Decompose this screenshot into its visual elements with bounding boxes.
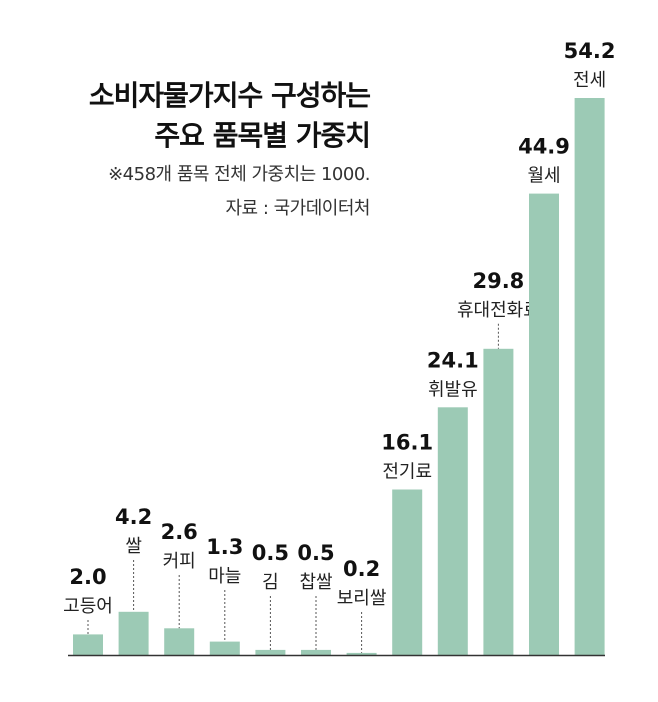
- bar-5: [255, 649, 286, 655]
- chart-title-line-2: 주요 품목별 가중치: [154, 119, 371, 152]
- category-label-6: 찹쌀: [299, 572, 332, 593]
- bar-1: [73, 634, 103, 655]
- value-label-11: 44.9: [518, 135, 570, 159]
- chart-notes: ※458개 품목 전체 가중치는 1000. 자료 : 국가데이터처: [60, 158, 370, 226]
- value-label-12: 54.2: [564, 39, 616, 63]
- bar-4: [209, 641, 240, 655]
- category-label-1: 고등어: [63, 596, 113, 617]
- bar-2: [118, 611, 149, 655]
- category-label-12: 전세: [573, 70, 606, 91]
- value-label-1: 2.0: [69, 565, 106, 589]
- value-label-3: 2.6: [161, 520, 198, 544]
- chart-title-line-1: 소비자물가지수 구성하는: [88, 79, 371, 112]
- category-label-7: 보리쌀: [337, 588, 387, 609]
- category-label-8: 전기료: [382, 462, 432, 483]
- value-label-2: 4.2: [115, 505, 152, 529]
- bar-11: [529, 193, 559, 655]
- value-label-6: 0.5: [297, 541, 334, 565]
- category-label-11: 월세: [527, 166, 560, 187]
- chart-note-total: ※458개 품목 전체 가중치는 1000.: [108, 164, 370, 185]
- bar-3: [164, 628, 195, 655]
- category-label-5: 김: [262, 572, 279, 593]
- value-label-7: 0.2: [343, 557, 380, 581]
- bar-10: [483, 348, 514, 655]
- category-label-2: 쌀: [125, 536, 142, 557]
- category-label-4: 마늘: [208, 566, 241, 587]
- bar-7: [346, 652, 377, 655]
- category-label-10: 휴대전화료: [457, 300, 540, 321]
- value-label-8: 16.1: [381, 431, 433, 455]
- bar-12: [574, 98, 605, 655]
- value-label-4: 1.3: [206, 535, 243, 559]
- chart-title: 소비자물가지수 구성하는 주요 품목별 가중치: [80, 76, 371, 156]
- value-label-10: 29.8: [472, 269, 524, 293]
- value-label-5: 0.5: [252, 541, 289, 565]
- bar-6: [301, 649, 331, 655]
- category-label-3: 커피: [163, 551, 196, 572]
- chart-note-source: 자료 : 국가데이터처: [225, 198, 371, 219]
- bar-9: [437, 407, 468, 655]
- bar-8: [392, 489, 423, 655]
- value-label-9: 24.1: [427, 348, 479, 372]
- category-label-9: 휘발유: [428, 379, 478, 400]
